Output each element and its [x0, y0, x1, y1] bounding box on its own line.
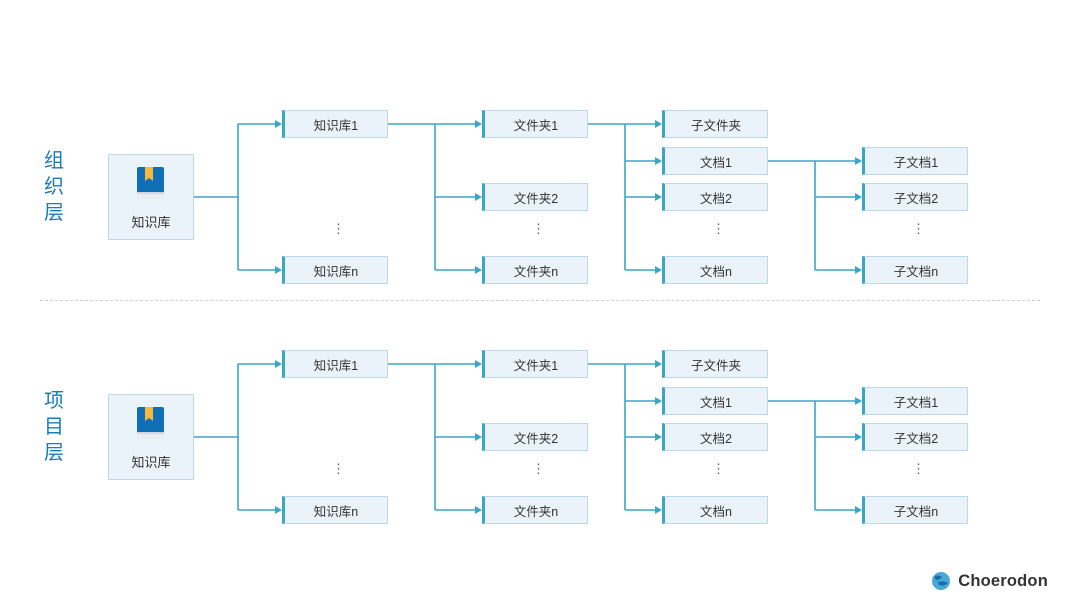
tree-node: 知识库1	[282, 110, 388, 138]
tree-node: 文档2	[662, 423, 768, 451]
brand-logo: Choerodon	[930, 570, 1048, 592]
section-label-proj: 项目层	[44, 388, 64, 466]
node-label: 文档2	[700, 188, 732, 207]
divider	[40, 300, 1040, 301]
node-label: 子文档2	[894, 428, 938, 447]
globe-icon	[930, 570, 952, 592]
tree-node: 文件夹1	[482, 110, 588, 138]
node-label: 文件夹1	[514, 355, 558, 374]
tree-node: 子文档n	[862, 496, 968, 524]
ellipsis-icon: ⋮	[912, 461, 925, 477]
ellipsis-icon: ⋮	[532, 461, 545, 477]
node-label: 文件夹2	[514, 188, 558, 207]
book-icon	[131, 163, 171, 208]
tree-node: 知识库1	[282, 350, 388, 378]
root-label: 知识库	[131, 212, 170, 231]
node-label: 知识库1	[314, 115, 358, 134]
node-label: 子文档n	[894, 501, 938, 520]
node-label: 子文档2	[894, 188, 938, 207]
section-label-org: 组织层	[44, 148, 64, 226]
node-label: 知识库n	[314, 501, 358, 520]
ellipsis-icon: ⋮	[532, 221, 545, 237]
tree-node: 文件夹2	[482, 423, 588, 451]
tree-node: 文件夹1	[482, 350, 588, 378]
root-node-org: 知识库	[108, 154, 194, 240]
tree-node: 子文档2	[862, 423, 968, 451]
ellipsis-icon: ⋮	[332, 461, 345, 477]
ellipsis-icon: ⋮	[712, 221, 725, 237]
tree-node: 知识库n	[282, 256, 388, 284]
node-label: 文件夹n	[514, 501, 558, 520]
node-label: 知识库1	[314, 355, 358, 374]
tree-node: 文档n	[662, 496, 768, 524]
book-icon	[131, 403, 171, 448]
node-label: 文档n	[700, 501, 732, 520]
tree-node: 子文件夹	[662, 350, 768, 378]
node-label: 文档1	[700, 392, 732, 411]
node-label: 文件夹2	[514, 428, 558, 447]
tree-node: 文件夹n	[482, 256, 588, 284]
node-label: 文档n	[700, 261, 732, 280]
root-node-proj: 知识库	[108, 394, 194, 480]
node-label: 子文件夹	[691, 355, 741, 374]
tree-node: 子文档2	[862, 183, 968, 211]
ellipsis-icon: ⋮	[712, 461, 725, 477]
ellipsis-icon: ⋮	[332, 221, 345, 237]
tree-node: 文档1	[662, 387, 768, 415]
node-label: 子文档1	[894, 152, 938, 171]
node-label: 子文档1	[894, 392, 938, 411]
brand-name: Choerodon	[958, 572, 1048, 591]
tree-node: 文件夹2	[482, 183, 588, 211]
node-label: 子文档n	[894, 261, 938, 280]
node-label: 文档2	[700, 428, 732, 447]
node-label: 知识库n	[314, 261, 358, 280]
node-label: 子文件夹	[691, 115, 741, 134]
tree-node: 知识库n	[282, 496, 388, 524]
root-label: 知识库	[131, 452, 170, 471]
tree-node: 文档2	[662, 183, 768, 211]
tree-node: 子文档1	[862, 387, 968, 415]
tree-node: 子文件夹	[662, 110, 768, 138]
ellipsis-icon: ⋮	[912, 221, 925, 237]
tree-node: 子文档1	[862, 147, 968, 175]
tree-node: 文件夹n	[482, 496, 588, 524]
tree-node: 文档n	[662, 256, 768, 284]
tree-node: 子文档n	[862, 256, 968, 284]
tree-node: 文档1	[662, 147, 768, 175]
node-label: 文件夹1	[514, 115, 558, 134]
node-label: 文档1	[700, 152, 732, 171]
node-label: 文件夹n	[514, 261, 558, 280]
